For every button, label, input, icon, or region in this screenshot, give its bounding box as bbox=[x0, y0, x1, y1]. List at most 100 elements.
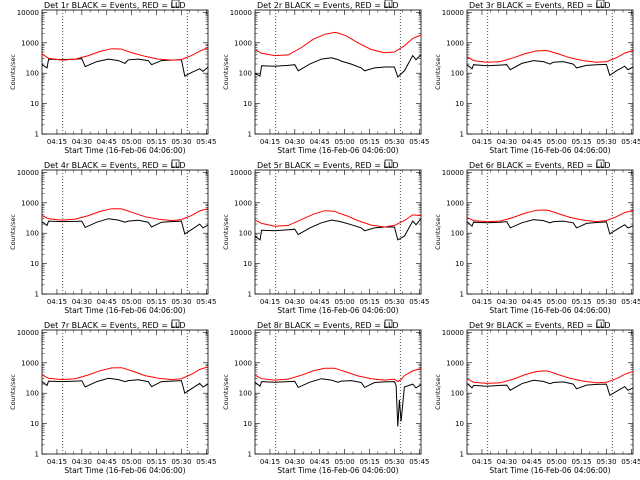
y-tick-label: 1000 bbox=[446, 359, 464, 367]
y-tick-label: 10000 bbox=[442, 329, 464, 337]
series-line bbox=[41, 377, 209, 395]
y-tick-label: 1 bbox=[35, 291, 39, 299]
y-tick-label: 10 bbox=[30, 100, 39, 108]
series-line bbox=[254, 367, 422, 383]
series-line bbox=[254, 378, 422, 427]
x-tick-label: 05:15 bbox=[571, 298, 591, 306]
x-tick-label: 04:45 bbox=[97, 298, 117, 306]
x-tick-label: 05:00 bbox=[547, 458, 567, 466]
series-line bbox=[466, 370, 634, 384]
x-tick-label: 05:15 bbox=[571, 138, 591, 146]
y-tick-label: 10 bbox=[455, 420, 464, 428]
x-axis-label: Start Time (16-Feb-06 04:06:00) bbox=[64, 466, 185, 475]
y-tick-label: 10000 bbox=[17, 169, 39, 177]
plot-frame bbox=[254, 169, 422, 295]
chart-title: Det 5r BLACK = Events, RED = LLD bbox=[257, 161, 399, 170]
y-tick-label: 100 bbox=[451, 390, 464, 398]
chart-panel: Det 8r BLACK = Events, RED = LLD 1 10 100 10… bbox=[222, 319, 429, 475]
plot-frame bbox=[466, 329, 634, 455]
series-line bbox=[254, 31, 422, 57]
x-axis-label: Start Time (16-Feb-06 04:06:00) bbox=[64, 146, 185, 155]
x-tick-label: 04:30 bbox=[285, 138, 305, 146]
y-tick-label: 1000 bbox=[234, 359, 252, 367]
y-tick-label: 100 bbox=[239, 70, 252, 78]
x-axis-label: Start Time (16-Feb-06 04:06:00) bbox=[277, 466, 398, 475]
x-tick-label: 05:15 bbox=[146, 138, 166, 146]
y-tick-label: 10000 bbox=[230, 169, 252, 177]
y-tick-label: 100 bbox=[26, 230, 39, 238]
series-line bbox=[41, 58, 209, 77]
series-line bbox=[466, 209, 634, 223]
y-tick-label: 1000 bbox=[446, 39, 464, 47]
series-line bbox=[466, 379, 634, 397]
y-tick-label: 10 bbox=[243, 100, 252, 108]
x-tick-label: 04:15 bbox=[472, 458, 492, 466]
chart-panel: Det 5r BLACK = Events, RED = LLD 1 10 100 10… bbox=[222, 159, 429, 315]
x-tick-label: 05:30 bbox=[384, 298, 404, 306]
x-tick-label: 04:45 bbox=[310, 138, 330, 146]
x-axis-label: Start Time (16-Feb-06 04:06:00) bbox=[489, 146, 610, 155]
x-tick-label: 05:30 bbox=[596, 458, 616, 466]
x-tick-label: 05:15 bbox=[146, 458, 166, 466]
x-axis-label: Start Time (16-Feb-06 04:06:00) bbox=[277, 306, 398, 315]
x-tick-label: 04:45 bbox=[97, 138, 117, 146]
plot-frame bbox=[41, 169, 209, 295]
y-tick-label: 10 bbox=[243, 260, 252, 268]
x-tick-label: 05:45 bbox=[409, 138, 429, 146]
x-tick-label: 04:15 bbox=[47, 138, 67, 146]
plot-frame bbox=[466, 9, 634, 135]
legend-box bbox=[384, 0, 393, 8]
x-tick-label: 04:15 bbox=[260, 458, 280, 466]
x-tick-label: 05:00 bbox=[122, 298, 142, 306]
chart-panel: Det 7r BLACK = Events, RED = LLD 1 10 100 10… bbox=[9, 319, 216, 475]
series-line bbox=[466, 49, 634, 63]
x-tick-label: 05:30 bbox=[384, 458, 404, 466]
series-line bbox=[254, 210, 422, 228]
chart-title: Det 8r BLACK = Events, RED = LLD bbox=[257, 321, 399, 330]
y-tick-label: 10 bbox=[455, 100, 464, 108]
x-tick-label: 05:30 bbox=[596, 138, 616, 146]
plot-frame bbox=[254, 329, 422, 455]
x-tick-label: 05:45 bbox=[621, 138, 640, 146]
chart-panel: Det 6r BLACK = Events, RED = LLD 1 10 100 10… bbox=[434, 159, 640, 315]
x-tick-label: 05:15 bbox=[359, 298, 379, 306]
x-tick-label: 05:45 bbox=[409, 458, 429, 466]
x-tick-label: 05:15 bbox=[359, 138, 379, 146]
x-tick-label: 04:15 bbox=[47, 458, 67, 466]
series-line bbox=[466, 60, 634, 77]
x-tick-label: 05:45 bbox=[196, 458, 216, 466]
x-tick-label: 04:15 bbox=[260, 138, 280, 146]
y-tick-label: 100 bbox=[451, 70, 464, 78]
legend-box bbox=[171, 319, 180, 328]
chart-panel: Det 3r BLACK = Events, RED = LLD 1 10 100 10… bbox=[434, 0, 640, 155]
y-tick-label: 10 bbox=[30, 260, 39, 268]
x-tick-label: 04:45 bbox=[310, 458, 330, 466]
x-tick-label: 05:00 bbox=[547, 138, 567, 146]
x-tick-label: 05:00 bbox=[122, 458, 142, 466]
y-axis-label: Counts/sec bbox=[434, 54, 442, 90]
chart-panel: Det 2r BLACK = Events, RED = LLD 1 10 100 10… bbox=[222, 0, 429, 155]
x-tick-label: 04:30 bbox=[72, 138, 92, 146]
x-tick-label: 04:15 bbox=[472, 138, 492, 146]
chart-panel: Det 1r BLACK = Events, RED = LLD 1 10 100 10… bbox=[9, 0, 216, 155]
series-line bbox=[41, 218, 209, 235]
chart-panel: Det 9r BLACK = Events, RED = LLD 1 10 100 10… bbox=[434, 319, 640, 475]
legend-box bbox=[171, 159, 180, 168]
x-tick-label: 04:45 bbox=[522, 458, 542, 466]
y-axis-label: Counts/sec bbox=[222, 214, 230, 250]
y-tick-label: 10000 bbox=[17, 9, 39, 17]
y-tick-label: 10000 bbox=[17, 329, 39, 337]
x-tick-label: 05:30 bbox=[171, 138, 191, 146]
plot-frame bbox=[41, 329, 209, 455]
plot-frame bbox=[254, 9, 422, 135]
chart-title: Det 4r BLACK = Events, RED = LLD bbox=[44, 161, 186, 170]
chart-title: Det 7r BLACK = Events, RED = LLD bbox=[44, 321, 186, 330]
y-tick-label: 1000 bbox=[21, 199, 39, 207]
x-tick-label: 05:45 bbox=[196, 298, 216, 306]
x-tick-label: 04:45 bbox=[522, 138, 542, 146]
x-tick-label: 05:15 bbox=[146, 298, 166, 306]
x-tick-label: 05:30 bbox=[384, 138, 404, 146]
chart-title: Det 6r BLACK = Events, RED = LLD bbox=[469, 161, 611, 170]
x-tick-label: 05:30 bbox=[171, 298, 191, 306]
y-axis-label: Counts/sec bbox=[9, 54, 17, 90]
